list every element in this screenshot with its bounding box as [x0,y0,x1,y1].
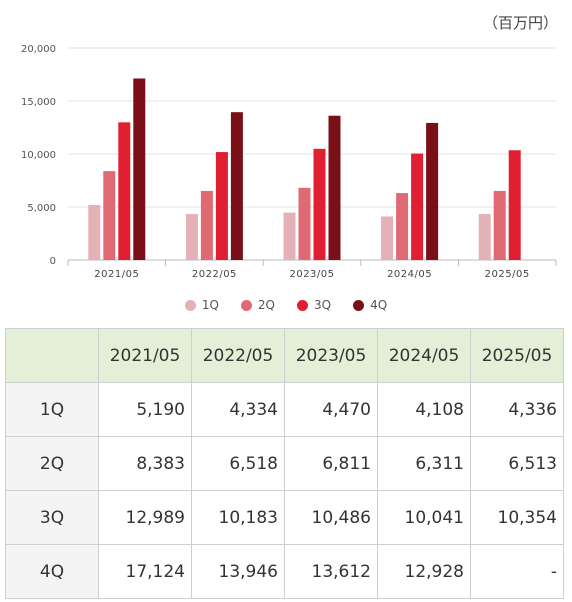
table-cell: 13,612 [284,544,378,599]
bar-4q [328,115,341,260]
x-tick-label: 2022/05 [192,269,237,280]
bar-4q [426,122,439,261]
legend-swatch-4q [353,299,365,311]
table-cell: 13,946 [191,544,285,599]
bar-2q [493,190,506,260]
legend-swatch-2q [240,299,252,311]
table-cell: 10,041 [377,490,471,545]
table-row: 3Q 12,989 10,183 10,486 10,041 10,354 [5,490,564,545]
y-tick-label: 10,000 [21,150,56,161]
legend-label-3q: 3Q [314,298,332,312]
bar-2q [103,171,116,260]
bar-1q [283,212,296,260]
table-cell: 10,354 [470,490,564,545]
x-tick-label: 2024/05 [387,269,432,280]
bar-1q [478,214,491,260]
table-cell: 4,336 [470,382,564,437]
table-cell: - [470,544,564,599]
table-cell: 6,811 [284,436,378,491]
table-cell: 6,518 [191,436,285,491]
table-cell: 10,183 [191,490,285,545]
table-cell: 6,311 [377,436,471,491]
legend-label-1q: 1Q [201,298,219,312]
table-cell: 12,989 [98,490,192,545]
table-header-cell [5,328,99,383]
table-cell: 5,190 [98,382,192,437]
chart-legend: 1Q 2Q 3Q 4Q [0,298,572,312]
table-header-cell: 2021/05 [98,328,192,383]
table-row: 4Q 17,124 13,946 13,612 12,928 - [5,544,564,599]
bar-3q [215,152,228,260]
legend-item-3q[interactable]: 3Q [297,298,331,312]
y-tick-label: 5,000 [27,203,56,214]
table-cell: 8,383 [98,436,192,491]
y-tick-label: 15,000 [21,97,56,108]
unit-label: （百万円） [482,14,558,32]
bar-1q [185,214,198,260]
bar-2q [200,190,213,260]
data-table: 2021/05 2022/05 2023/05 2024/05 2025/05 … [5,328,564,599]
x-tick-label: 2023/05 [289,269,334,280]
y-tick-label: 0 [50,256,56,267]
bar-4q [230,112,243,261]
bar-3q [411,153,424,260]
legend-label-2q: 2Q [257,298,275,312]
bar-1q [88,204,101,260]
table-row: 2Q 8,383 6,518 6,811 6,311 6,513 [5,436,564,491]
bar-3q [118,122,131,261]
table-header-row: 2021/05 2022/05 2023/05 2024/05 2025/05 [5,328,564,383]
table-cell: 10,486 [284,490,378,545]
bar-2q [298,187,311,260]
table-header-cell: 2023/05 [284,328,378,383]
row-label: 4Q [5,544,99,599]
legend-swatch-3q [297,299,308,311]
row-label: 2Q [5,436,99,491]
y-tick-label: 20,000 [21,44,56,55]
table-row: 1Q 5,190 4,334 4,470 4,108 4,336 [5,382,564,437]
row-label: 1Q [5,382,99,437]
table-cell: 4,470 [284,382,378,437]
x-tick-label: 2025/05 [485,269,530,280]
table-cell: 4,334 [191,382,285,437]
bar-1q [381,216,394,260]
table-cell: 12,928 [377,544,471,599]
bar-4q [133,78,146,261]
legend-item-1q[interactable]: 1Q [184,298,219,312]
bar-3q [313,148,326,260]
x-tick-label: 2021/05 [94,269,139,280]
legend-swatch-1q [184,299,196,311]
legend-item-2q[interactable]: 2Q [240,298,275,312]
bar-chart: 0 5,000 10,000 15,000 20,000 2021/05 2022/05 20… [21,44,557,280]
table-header-cell: 2022/05 [191,328,285,383]
table-header-cell: 2024/05 [377,328,471,383]
legend-label-4q: 4Q [370,298,388,312]
table-cell: 4,108 [377,382,471,437]
legend-item-4q[interactable]: 4Q [353,298,387,312]
table-cell: 17,124 [98,544,192,599]
table-header-cell: 2025/05 [470,328,564,383]
table-cell: 6,513 [470,436,564,491]
bar-2q [396,193,409,260]
bar-3q [508,150,521,260]
row-label: 3Q [5,490,99,545]
